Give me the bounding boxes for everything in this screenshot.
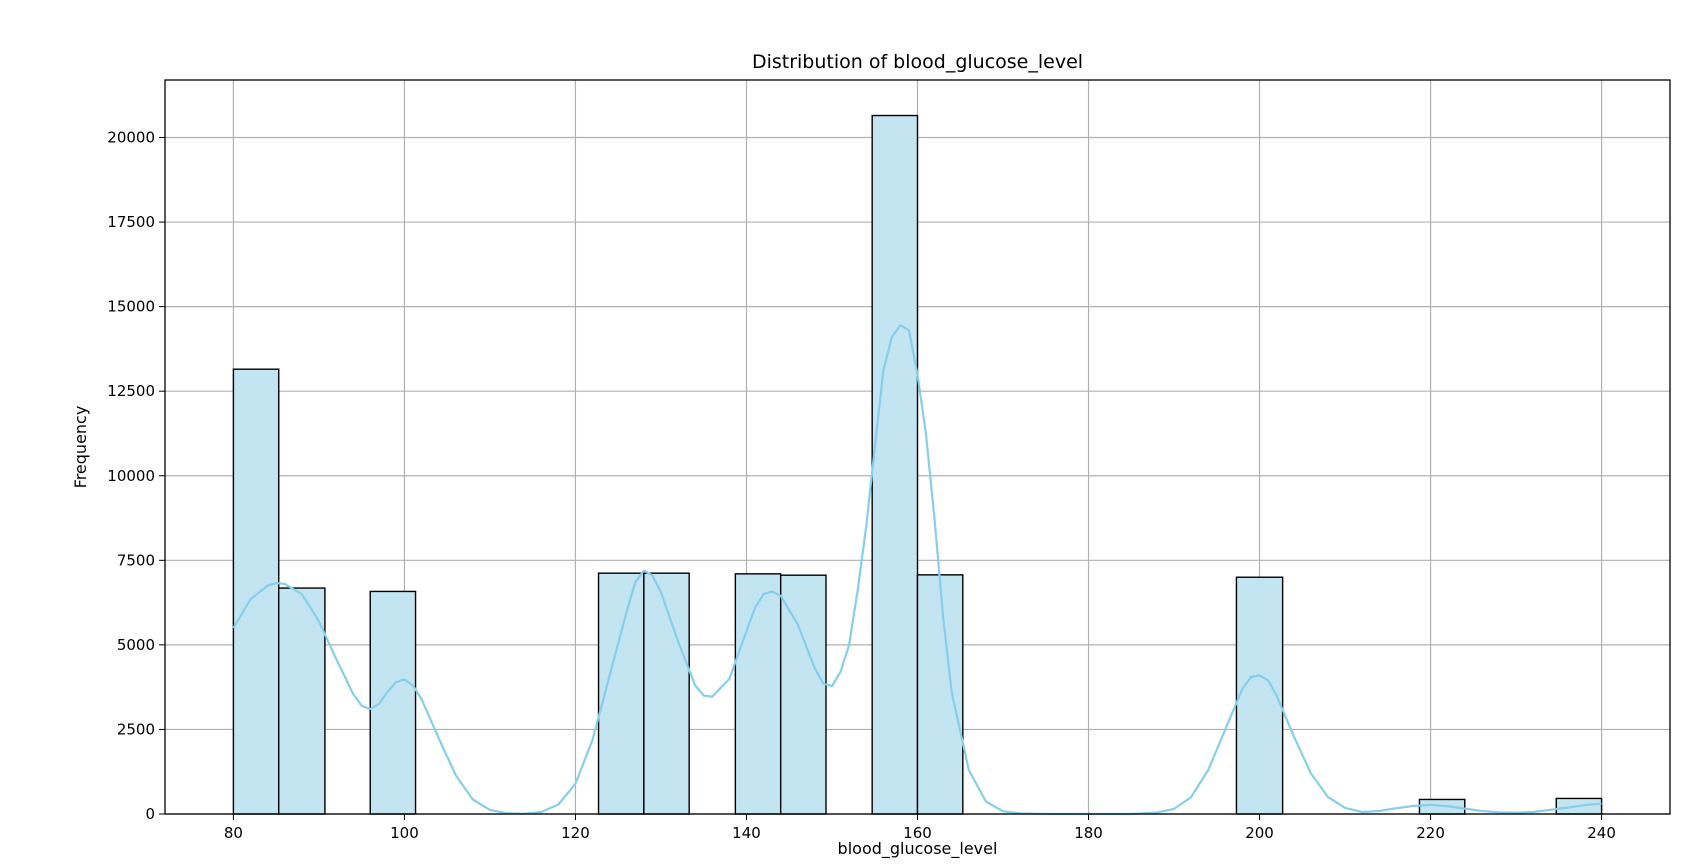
- x-tick-label: 120: [561, 824, 590, 842]
- x-axis-label: blood_glucose_level: [838, 839, 998, 859]
- axis-ticks: 80 100 120 140 160 180 200 220 240 0 2500 5000 7500 1…: [107, 129, 1616, 842]
- x-tick-label: 100: [390, 824, 419, 842]
- y-tick-label: 20000: [107, 129, 155, 147]
- kde-line: [232, 324, 1602, 816]
- x-tick-label: 80: [224, 824, 243, 842]
- y-tick-label: 10000: [107, 467, 155, 485]
- y-tick-label: 15000: [107, 298, 155, 316]
- histogram-bar: [1235, 576, 1284, 815]
- histogram-bar: [734, 573, 782, 815]
- x-tick-label: 240: [1587, 824, 1616, 842]
- y-tick-label: 5000: [117, 636, 155, 654]
- x-tick-label: 200: [1245, 824, 1274, 842]
- y-axis-label: Frequency: [71, 406, 90, 489]
- histogram-bar: [278, 587, 326, 815]
- y-tick-label: 0: [145, 805, 155, 823]
- kde-curve-group: [232, 324, 1602, 816]
- histogram-bar: [871, 114, 919, 815]
- x-tick-label: 220: [1416, 824, 1445, 842]
- histogram-bar: [643, 572, 690, 815]
- x-tick-label: 160: [903, 824, 932, 842]
- histogram-bar: [916, 574, 964, 815]
- x-tick-label: 140: [732, 824, 761, 842]
- y-tick-label: 12500: [107, 382, 155, 400]
- y-tick-label: 7500: [117, 551, 155, 569]
- histogram-bar: [232, 368, 280, 815]
- chart-title: Distribution of blood_glucose_level: [752, 51, 1083, 73]
- x-tick-label: 180: [1074, 824, 1103, 842]
- histogram-bar: [369, 590, 417, 815]
- histogram-bars: [232, 114, 1603, 815]
- histogram-bar: [779, 574, 827, 815]
- y-tick-label: 17500: [107, 213, 155, 231]
- y-tick-label: 2500: [117, 720, 155, 738]
